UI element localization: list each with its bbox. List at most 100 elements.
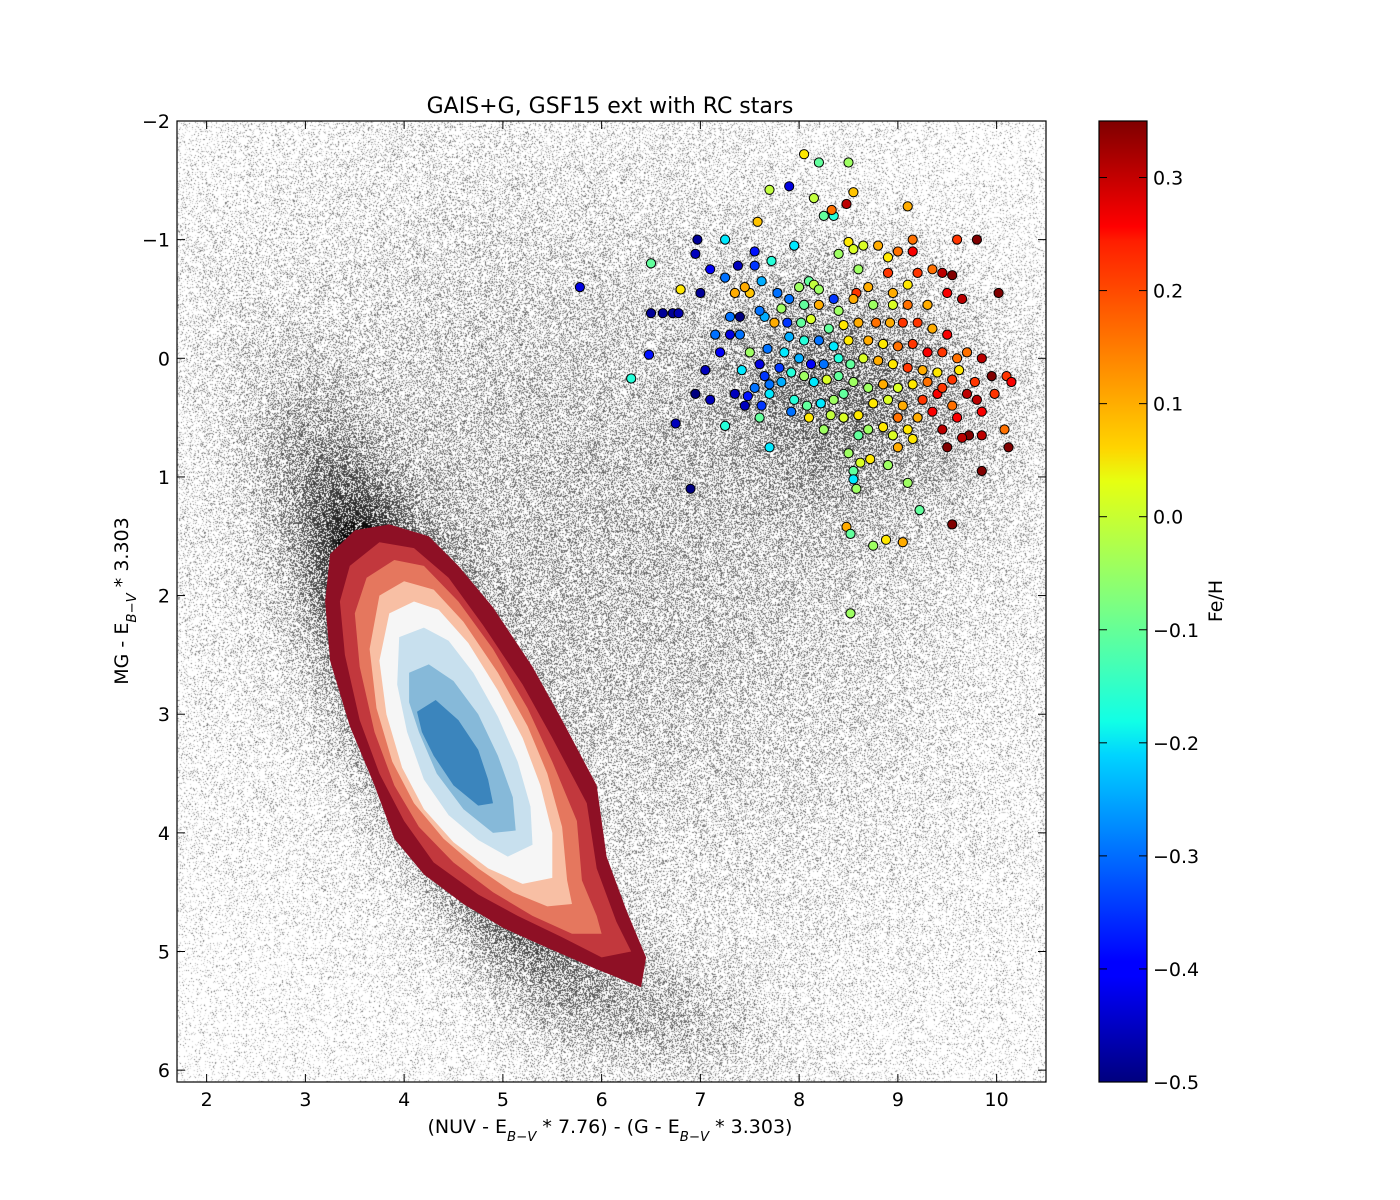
rc-star-point <box>754 305 765 316</box>
rc-star-point <box>759 371 770 382</box>
rc-star-point <box>853 317 864 328</box>
rc-star-point <box>764 442 775 453</box>
y-tick-label: 4 <box>158 823 170 845</box>
rc-star-point <box>838 320 849 331</box>
rc-star-point <box>927 264 938 275</box>
rc-star-point <box>907 234 918 245</box>
rc-star-point <box>821 374 832 385</box>
rc-star-point <box>754 359 765 370</box>
colorbar-gradient <box>1098 120 1148 1083</box>
rc-star-point <box>851 483 862 494</box>
rc-star-point <box>813 335 825 346</box>
rc-star-point <box>912 317 923 328</box>
y-tick-label: 5 <box>158 941 170 963</box>
rc-star-point <box>887 299 899 310</box>
rc-star-point <box>720 234 731 245</box>
rc-star-point <box>902 477 913 488</box>
rc-star-point <box>843 236 854 248</box>
rc-star-point <box>878 338 889 350</box>
x-axis-ticks: 2 3 4 5 6 7 8 9 10 <box>201 121 1009 1111</box>
rc-star-point <box>942 287 953 299</box>
chart-title: GAIS+G, GSF15 ext with RC stars <box>427 94 794 119</box>
rc-star-point <box>841 198 852 210</box>
rc-star-point <box>863 424 874 435</box>
rc-star-point <box>796 317 807 328</box>
rc-star-point <box>912 412 923 423</box>
rc-star-point <box>769 317 780 328</box>
rc-star-point <box>784 331 795 342</box>
rc-star-point <box>947 400 958 411</box>
colorbar-tick-label: 0.3 <box>1153 168 1183 190</box>
rc-star-point <box>774 362 785 373</box>
rc-star-point <box>732 260 744 271</box>
rc-star-point <box>976 430 987 441</box>
x-tick-label: 5 <box>497 1089 509 1111</box>
rc-star-point <box>976 406 987 417</box>
rc-star-point <box>673 308 684 319</box>
rc-star-point <box>808 193 820 204</box>
rc-star-point <box>947 270 958 281</box>
rc-star-point <box>724 329 736 340</box>
rc-star-point <box>626 373 637 384</box>
rc-star-point <box>700 365 711 376</box>
density-contours <box>325 524 647 988</box>
rc-star-point <box>843 448 854 459</box>
rc-star-point <box>858 240 869 251</box>
rc-star-point <box>838 388 849 399</box>
rc-star-point <box>922 299 933 310</box>
colorbar-tick-label: −0.1 <box>1153 620 1199 642</box>
rc-star-point <box>843 335 854 346</box>
rc-star-point <box>833 371 844 382</box>
rc-star-point <box>705 394 716 405</box>
rc-star-point <box>764 379 775 390</box>
rc-star-point <box>815 398 826 409</box>
colorbar-label: Fe/H <box>1205 580 1227 622</box>
rc-star-point <box>853 410 864 421</box>
rc-star-point <box>952 234 963 245</box>
plot-frame <box>176 120 1047 1083</box>
rc-star-point <box>828 394 839 405</box>
rc-star-point <box>878 379 889 390</box>
x-tick-label: 9 <box>892 1089 904 1111</box>
rc-star-point <box>756 400 767 411</box>
rc-star-point <box>799 371 810 382</box>
rc-star-point <box>897 317 908 328</box>
rc-star-point <box>710 329 721 340</box>
rc-star-point <box>784 181 795 192</box>
rc-star-point <box>878 422 889 433</box>
rc-star-point <box>828 341 839 352</box>
rc-star-point <box>574 282 586 293</box>
x-tick-label: 8 <box>793 1089 805 1111</box>
rc-star-point <box>833 248 844 259</box>
y-axis-ticks: −2 −1 0 1 2 3 4 5 6 <box>142 111 1046 1082</box>
rc-star-point <box>892 246 904 257</box>
rc-star-point <box>907 379 918 390</box>
y-tick-label: 3 <box>158 704 170 726</box>
rc-star-point <box>922 347 933 358</box>
colorbar-tick-label: −0.3 <box>1153 846 1199 868</box>
rc-star-point <box>720 420 731 431</box>
rc-star-point <box>645 258 657 269</box>
rc-star-point <box>937 424 948 435</box>
y-axis-label: MG - EB−V * 3.303 <box>111 517 140 684</box>
rc-star-point <box>645 308 657 319</box>
rc-star-point <box>744 347 755 358</box>
rc-star-point <box>863 282 874 293</box>
rc-star-point <box>813 284 825 295</box>
colorbar-tick-label: −0.2 <box>1153 733 1199 755</box>
rc-star-point <box>803 412 815 423</box>
rc-star-point <box>932 367 943 378</box>
rc-star-point <box>882 460 894 471</box>
rc-star-point <box>976 353 987 364</box>
rc-star-point <box>715 347 726 358</box>
rc-star-point <box>825 410 836 421</box>
colorbar-tick-label: 0.0 <box>1153 507 1183 529</box>
rc-star-point <box>794 282 805 293</box>
rc-star-point <box>784 293 795 305</box>
rc-star-point <box>884 317 896 328</box>
y-tick-label: 0 <box>158 348 170 370</box>
rc-star-point <box>912 267 923 278</box>
rc-star-point <box>848 293 859 305</box>
rc-star-point <box>892 341 904 352</box>
